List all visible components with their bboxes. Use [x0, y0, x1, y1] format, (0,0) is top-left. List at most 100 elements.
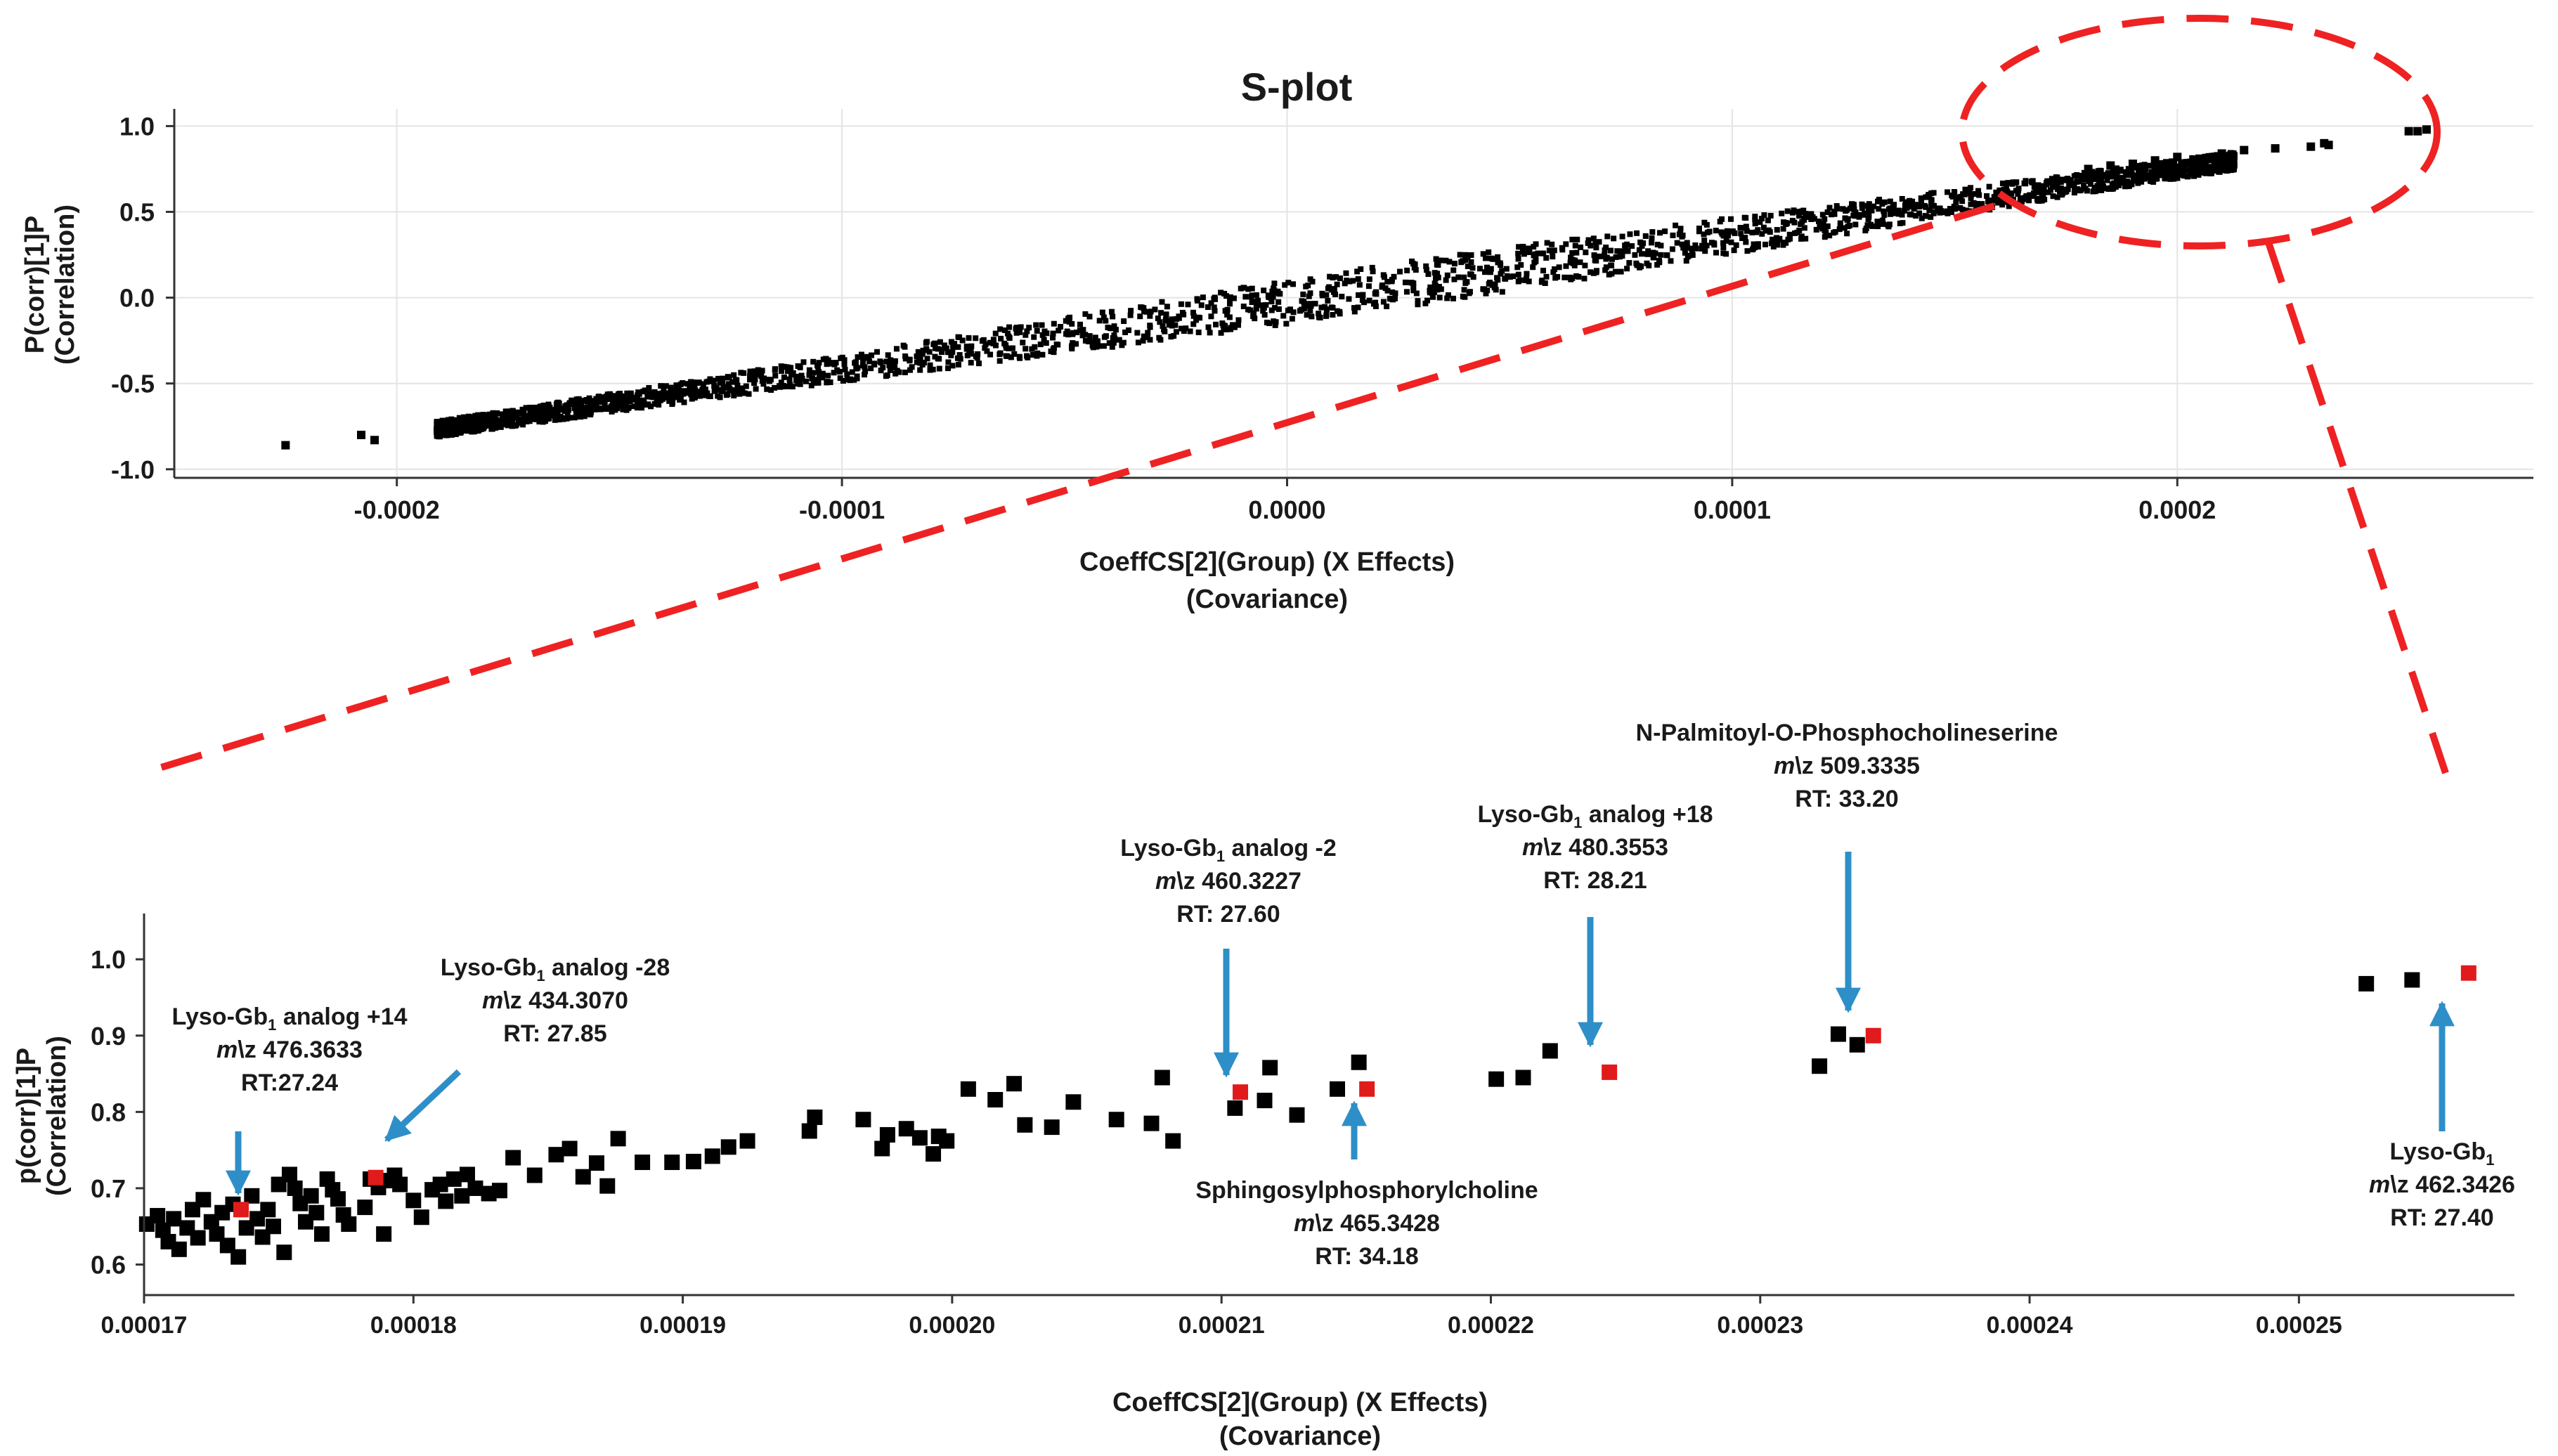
- top-band-point: [1649, 240, 1655, 246]
- top-band-point: [2190, 171, 2196, 177]
- label-nps-name: N-Palmitoyl-O-Phosphocholineserine: [1636, 720, 2058, 746]
- top-band-point: [1026, 325, 1032, 331]
- top-band-point: [1096, 343, 1103, 349]
- top-band-point: [1945, 189, 1951, 195]
- label-analog-2-mz-prefix: m: [1155, 868, 1176, 895]
- top-band-point: [1871, 203, 1877, 209]
- top-band-point: [1228, 325, 1234, 331]
- top-band-point: [2231, 152, 2238, 158]
- top-band-point: [1826, 204, 1833, 211]
- top-band-point: [1869, 207, 1875, 214]
- top-band-point: [2148, 169, 2155, 175]
- top-band-point: [2124, 178, 2131, 185]
- top-band-point: [663, 383, 669, 389]
- top-band-point: [1412, 261, 1418, 268]
- top-band-point: [658, 383, 664, 389]
- top-band-point: [586, 395, 592, 401]
- top-band-point: [2185, 173, 2191, 179]
- top-band-point: [2150, 178, 2157, 185]
- top-band-point: [1670, 232, 1676, 238]
- top-band-point: [814, 377, 821, 383]
- zoom-ellipse: [1959, 15, 2441, 249]
- top-band-point: [2193, 171, 2200, 178]
- top-band-point: [1432, 275, 1439, 282]
- top-band-point: [1794, 229, 1800, 235]
- top-band-point: [1507, 274, 1513, 280]
- top-band-point: [434, 431, 440, 438]
- bottom-scatter-point: [491, 1183, 507, 1199]
- top-band-point: [723, 392, 729, 398]
- top-band-point: [1913, 213, 1919, 219]
- top-band-point: [1831, 208, 1837, 214]
- top-band-point: [766, 378, 772, 384]
- top-band-point: [646, 390, 652, 396]
- top-band-point: [1609, 256, 1615, 262]
- top-band-point: [1592, 257, 1598, 264]
- top-band-point: [1346, 296, 1352, 302]
- top-band-point: [1819, 226, 1826, 232]
- bottom-scatter-point: [720, 1139, 736, 1155]
- top-band-point: [2212, 166, 2219, 172]
- top-band-point: [1179, 325, 1185, 332]
- top-band-point: [1366, 297, 1372, 304]
- top-band-point: [1222, 323, 1228, 329]
- bottom-scatter-point: [1257, 1093, 1273, 1109]
- top-band-point: [1626, 260, 1632, 266]
- top-band-point: [1213, 321, 1219, 327]
- top-band-point: [1280, 313, 1287, 319]
- top-band-point: [869, 352, 875, 358]
- bottom-scatter-points: [138, 972, 2420, 1265]
- top-band-point: [1017, 329, 1023, 335]
- label-lyso-gb1-name: Lyso-Gb: [2390, 1138, 2486, 1165]
- top-band-point: [731, 389, 737, 395]
- top-band-point: [1082, 337, 1089, 344]
- top-band-point: [1354, 268, 1361, 275]
- top-band-point: [438, 420, 444, 427]
- top-xtick-label: 0.0002: [2138, 495, 2216, 524]
- top-band-point: [968, 351, 975, 357]
- bottom-scatter-point: [313, 1226, 330, 1242]
- top-band-point: [824, 361, 830, 368]
- top-band-point: [1275, 306, 1282, 312]
- label-nps-mz-prefix: m: [1774, 753, 1795, 779]
- top-band-point: [620, 406, 626, 412]
- top-band-point: [1895, 207, 1902, 214]
- top-band-point: [1275, 290, 1282, 297]
- top-band-point: [442, 431, 448, 438]
- top-band-point: [1876, 197, 1882, 204]
- label-analog-18-mz-prefix: m: [1522, 834, 1543, 861]
- top-band-point: [1337, 308, 1343, 315]
- top-band-point: [1696, 228, 1702, 235]
- top-band-point: [778, 368, 784, 374]
- top-band-point: [1784, 220, 1791, 226]
- top-band-point: [1755, 227, 1761, 233]
- top-band-point: [2119, 176, 2126, 182]
- label-analog-28-rt: RT: 27.85: [503, 1020, 606, 1047]
- top-band-point: [865, 355, 871, 361]
- top-band-point: [493, 410, 500, 417]
- top-band-point: [1654, 261, 1661, 268]
- bottom-scatter-point: [685, 1153, 701, 1169]
- bottom-scatter-point: [150, 1208, 166, 1224]
- top-band-point: [1300, 291, 1306, 297]
- top-band-point: [825, 372, 831, 379]
- top-band-point: [1569, 249, 1576, 256]
- top-band-point: [1195, 329, 1202, 335]
- top-band-point: [1744, 228, 1750, 234]
- top-band-point: [1095, 338, 1101, 344]
- top-band-point: [1103, 318, 1109, 324]
- top-band-point: [784, 384, 791, 390]
- top-band-point: [684, 390, 691, 396]
- label-analog-28: Lyso-Gb1 analog -28 m\z 434.3070 RT: 27.…: [441, 954, 670, 1047]
- top-band-point: [1526, 278, 1532, 285]
- top-band-point: [2220, 167, 2226, 174]
- top-band-point: [1330, 275, 1336, 281]
- bottom-y-axis-sublabel: (Correlation): [42, 1036, 72, 1196]
- top-band-point: [1679, 241, 1685, 247]
- top-band-point: [1424, 297, 1430, 304]
- top-band-point: [2079, 176, 2085, 183]
- top-band-point: [1342, 280, 1348, 287]
- top-band-point: [915, 349, 921, 355]
- top-band-point: [1022, 346, 1029, 352]
- top-band-point: [1944, 208, 1950, 214]
